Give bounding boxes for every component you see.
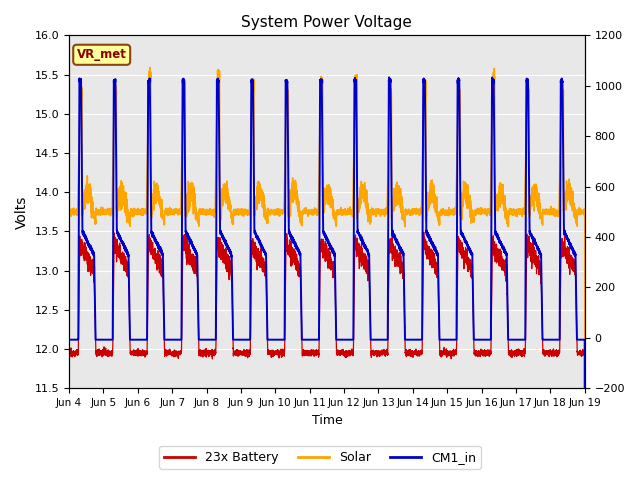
Text: VR_met: VR_met: [77, 48, 127, 61]
X-axis label: Time: Time: [312, 414, 342, 427]
Title: System Power Voltage: System Power Voltage: [241, 15, 412, 30]
Legend: 23x Battery, Solar, CM1_in: 23x Battery, Solar, CM1_in: [159, 446, 481, 469]
Y-axis label: Volts: Volts: [15, 195, 29, 228]
